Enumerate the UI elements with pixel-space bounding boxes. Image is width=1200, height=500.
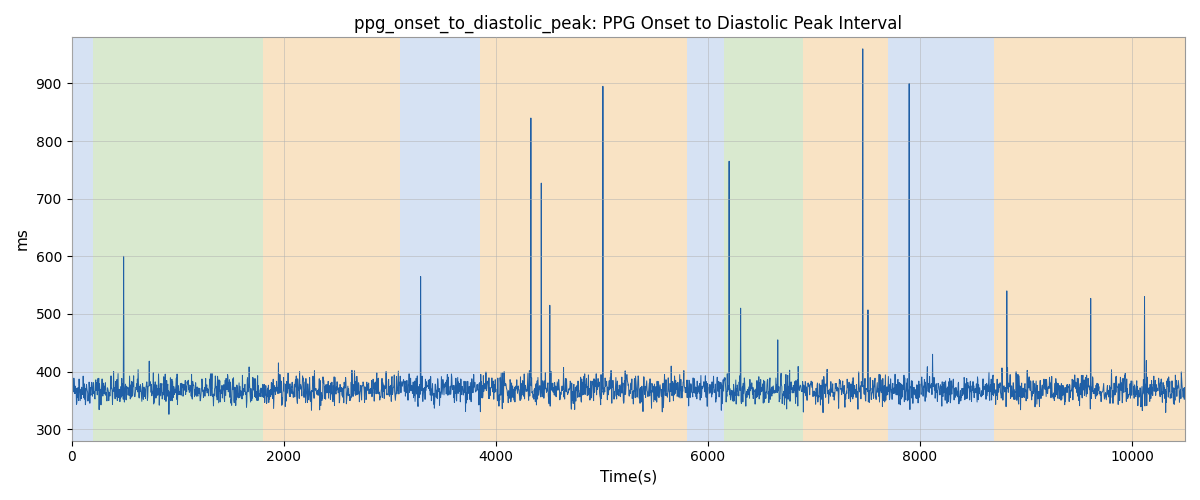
Y-axis label: ms: ms (16, 228, 30, 250)
Bar (401, 38, 480, 440)
Bar (263, 38, 401, 440)
X-axis label: Time(s): Time(s) (600, 470, 656, 485)
Bar (686, 38, 724, 440)
Bar (72, 38, 92, 440)
Bar (92, 38, 263, 440)
Title: ppg_onset_to_diastolic_peak: PPG Onset to Diastolic Peak Interval: ppg_onset_to_diastolic_peak: PPG Onset t… (354, 15, 902, 34)
Bar (994, 38, 1186, 440)
Bar (803, 38, 888, 440)
Bar (480, 38, 686, 440)
Bar (724, 38, 803, 440)
Bar (888, 38, 994, 440)
